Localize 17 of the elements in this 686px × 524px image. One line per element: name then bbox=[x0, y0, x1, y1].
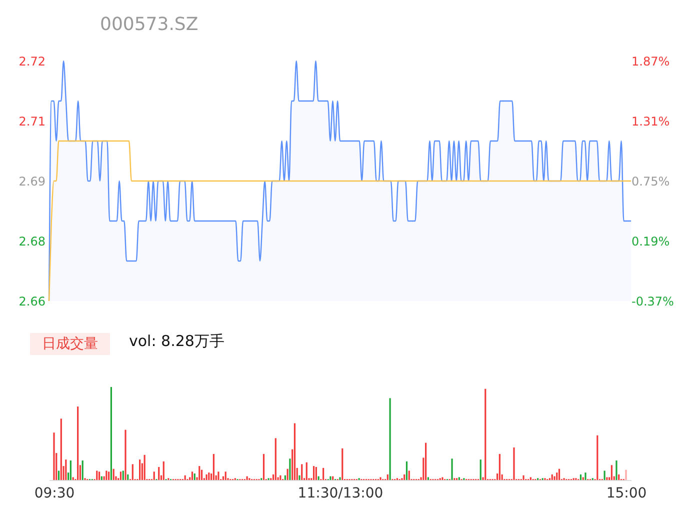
y2-tick-label: 0.75% bbox=[632, 174, 670, 188]
y-tick-label: 2.69 bbox=[18, 174, 46, 188]
x-tick-label: 09:30 bbox=[34, 486, 75, 502]
text: 日成交量 bbox=[30, 333, 110, 355]
y-tick-label: 2.72 bbox=[18, 54, 46, 68]
y-tick-label: 2.71 bbox=[18, 114, 46, 128]
chart-title: 000573.SZ bbox=[100, 14, 198, 35]
line-series bbox=[48, 140, 632, 302]
y2-tick-label: 0.19% bbox=[632, 234, 670, 248]
y2-tick-label: 1.87% bbox=[632, 54, 670, 68]
y2-tick-label: 1.31% bbox=[632, 114, 670, 128]
text: vol: 8.28万手 bbox=[129, 332, 224, 351]
y-tick-label: 2.68 bbox=[18, 234, 46, 248]
y2-tick-label: -0.37% bbox=[632, 294, 674, 308]
y-tick-label: 2.66 bbox=[18, 294, 46, 308]
x-tick-label: 15:00 bbox=[606, 486, 647, 502]
x-tick-label: 11:30/13:00 bbox=[298, 486, 384, 502]
